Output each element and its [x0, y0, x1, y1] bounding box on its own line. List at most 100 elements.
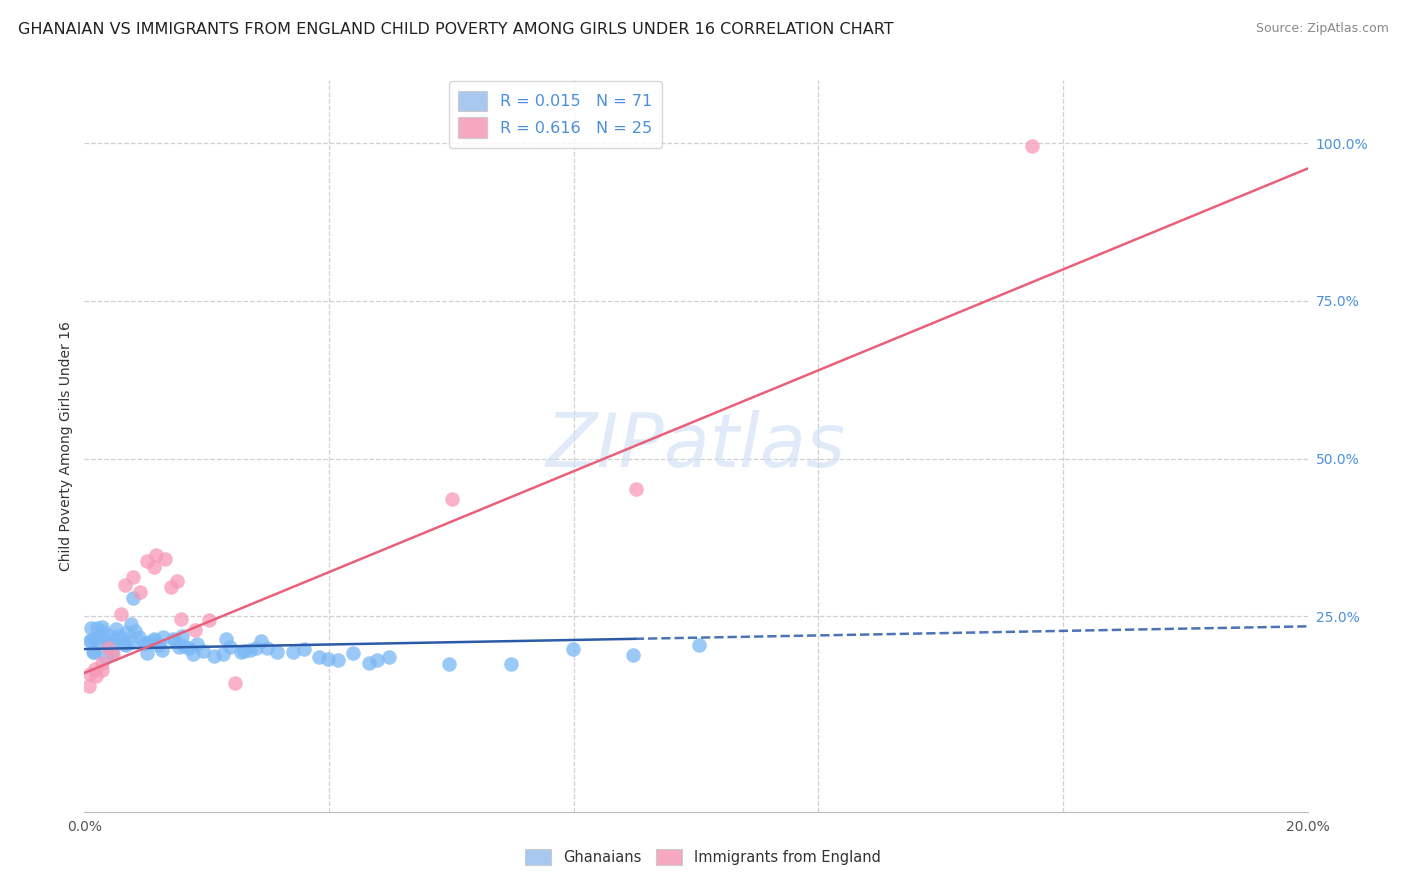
Point	[437, 657, 460, 671]
Point	[250, 633, 273, 648]
Point	[562, 642, 585, 657]
Point	[621, 648, 644, 662]
Point	[110, 631, 132, 645]
Point	[198, 613, 221, 627]
Point	[143, 634, 166, 648]
Point	[86, 621, 108, 635]
Point	[93, 649, 115, 664]
Point	[124, 624, 146, 638]
Point	[152, 631, 174, 645]
Point	[117, 625, 139, 640]
Point	[148, 638, 170, 652]
Point	[90, 663, 112, 677]
Point	[82, 645, 104, 659]
Point	[79, 621, 101, 635]
Point	[173, 640, 195, 654]
Point	[122, 591, 145, 605]
Point	[1021, 138, 1043, 153]
Point	[122, 569, 145, 583]
Point	[135, 553, 157, 567]
Point	[120, 634, 142, 648]
Point	[84, 632, 107, 647]
Point	[245, 641, 267, 656]
Point	[170, 612, 193, 626]
Point	[688, 638, 710, 652]
Point	[84, 662, 107, 676]
Point	[101, 645, 124, 659]
Point	[86, 636, 108, 650]
Point	[186, 637, 208, 651]
Point	[212, 647, 235, 661]
Point	[93, 631, 115, 645]
Point	[97, 640, 120, 655]
Point	[110, 607, 132, 621]
Point	[366, 653, 388, 667]
Point	[129, 585, 152, 599]
Point	[266, 645, 288, 659]
Point	[202, 649, 225, 664]
Point	[499, 657, 522, 671]
Point	[142, 632, 165, 647]
Point	[77, 679, 100, 693]
Point	[79, 667, 101, 681]
Point	[107, 629, 129, 643]
Point	[184, 623, 207, 637]
Point	[120, 616, 142, 631]
Y-axis label: Child Poverty Among Girls Under 16: Child Poverty Among Girls Under 16	[59, 321, 73, 571]
Point	[138, 635, 160, 649]
Point	[114, 578, 136, 592]
Point	[292, 642, 315, 657]
Legend: Ghanaians, Immigrants from England: Ghanaians, Immigrants from England	[519, 843, 887, 871]
Point	[357, 656, 380, 670]
Point	[162, 632, 184, 646]
Text: GHANAIAN VS IMMIGRANTS FROM ENGLAND CHILD POVERTY AMONG GIRLS UNDER 16 CORRELATI: GHANAIAN VS IMMIGRANTS FROM ENGLAND CHIL…	[18, 22, 894, 37]
Point	[134, 635, 156, 649]
Point	[80, 633, 103, 648]
Point	[318, 652, 340, 666]
Point	[342, 646, 364, 660]
Point	[326, 653, 349, 667]
Point	[145, 548, 167, 562]
Point	[150, 643, 173, 657]
Point	[134, 636, 156, 650]
Point	[283, 645, 305, 659]
Point	[98, 636, 121, 650]
Point	[90, 624, 112, 638]
Point	[97, 628, 120, 642]
Point	[214, 632, 236, 646]
Text: ZIPatlas: ZIPatlas	[546, 410, 846, 482]
Point	[104, 622, 127, 636]
Legend: R = 0.015   N = 71, R = 0.616   N = 25: R = 0.015 N = 71, R = 0.616 N = 25	[449, 81, 662, 147]
Point	[83, 645, 105, 659]
Point	[165, 632, 187, 647]
Point	[181, 647, 204, 661]
Point	[91, 620, 114, 634]
Point	[179, 641, 201, 656]
Point	[166, 574, 188, 589]
Point	[219, 640, 242, 654]
Point	[128, 630, 150, 644]
Point	[256, 641, 278, 656]
Point	[142, 560, 165, 574]
Point	[170, 629, 193, 643]
Point	[169, 640, 191, 654]
Point	[229, 645, 252, 659]
Point	[97, 639, 120, 653]
Point	[84, 668, 107, 682]
Point	[224, 676, 246, 690]
Point	[153, 551, 176, 566]
Point	[79, 634, 101, 648]
Point	[112, 637, 135, 651]
Point	[104, 633, 127, 648]
Point	[115, 638, 138, 652]
Point	[193, 644, 215, 658]
Text: Source: ZipAtlas.com: Source: ZipAtlas.com	[1256, 22, 1389, 36]
Point	[308, 650, 330, 665]
Point	[160, 580, 183, 594]
Point	[377, 649, 399, 664]
Point	[440, 492, 463, 507]
Point	[239, 643, 262, 657]
Point	[91, 656, 114, 670]
Point	[136, 646, 159, 660]
Point	[624, 483, 647, 497]
